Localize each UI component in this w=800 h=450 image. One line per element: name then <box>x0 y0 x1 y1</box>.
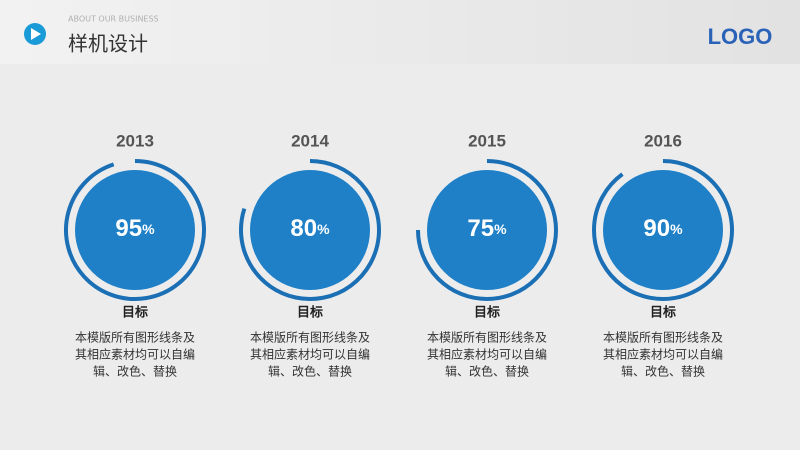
value-text: 80% <box>290 215 330 242</box>
header-title: 样机设计 <box>68 32 148 56</box>
description-line: 辑、改色、替换 <box>93 365 177 379</box>
inner-circle <box>603 170 723 290</box>
year: 2013 <box>116 131 154 150</box>
year: 2014 <box>291 131 329 150</box>
unit: % <box>670 221 683 237</box>
description-line: 本模版所有图形线条及 <box>427 331 547 345</box>
inner-circle <box>427 170 547 290</box>
description-line: 辑、改色、替换 <box>445 365 529 379</box>
logo: LOGO <box>708 24 773 49</box>
unit: % <box>317 221 330 237</box>
description-line: 其相应素材均可以自编 <box>427 347 547 362</box>
description-line: 其相应素材均可以自编 <box>250 347 370 362</box>
value: 75 <box>467 215 494 242</box>
value-text: 90% <box>643 215 683 242</box>
item-label: 目标 <box>297 305 323 321</box>
value-text: 75% <box>467 215 507 242</box>
value: 90 <box>643 215 670 242</box>
description-line: 其相应素材均可以自编 <box>603 347 723 362</box>
description-line: 辑、改色、替换 <box>268 365 352 379</box>
inner-circle <box>75 170 195 290</box>
value: 80 <box>290 215 317 242</box>
description-line: 本模版所有图形线条及 <box>75 331 195 345</box>
item-label: 目标 <box>122 305 148 321</box>
unit: % <box>142 221 155 237</box>
item-label: 目标 <box>474 305 500 321</box>
value: 95 <box>115 215 142 242</box>
unit: % <box>494 221 507 237</box>
description-line: 辑、改色、替换 <box>621 365 705 379</box>
description-line: 本模版所有图形线条及 <box>603 331 723 345</box>
progress-arc <box>64 159 206 301</box>
inner-circle <box>250 170 370 290</box>
value-text: 95% <box>115 215 155 242</box>
description-line: 其相应素材均可以自编 <box>75 347 195 362</box>
progress-arc <box>416 159 558 301</box>
play-triangle <box>31 28 41 40</box>
description-line: 本模版所有图形线条及 <box>250 331 370 345</box>
progress-arc <box>239 159 381 301</box>
header-bar <box>0 0 800 64</box>
year: 2015 <box>468 131 506 150</box>
item-label: 目标 <box>650 305 676 321</box>
year: 2016 <box>644 131 682 150</box>
items: 201395%目标本模版所有图形线条及其相应素材均可以自编辑、改色、替换2014… <box>64 131 734 379</box>
header-subtitle: ABOUT OUR BUSINESS <box>68 15 159 24</box>
progress-arc <box>592 159 734 301</box>
